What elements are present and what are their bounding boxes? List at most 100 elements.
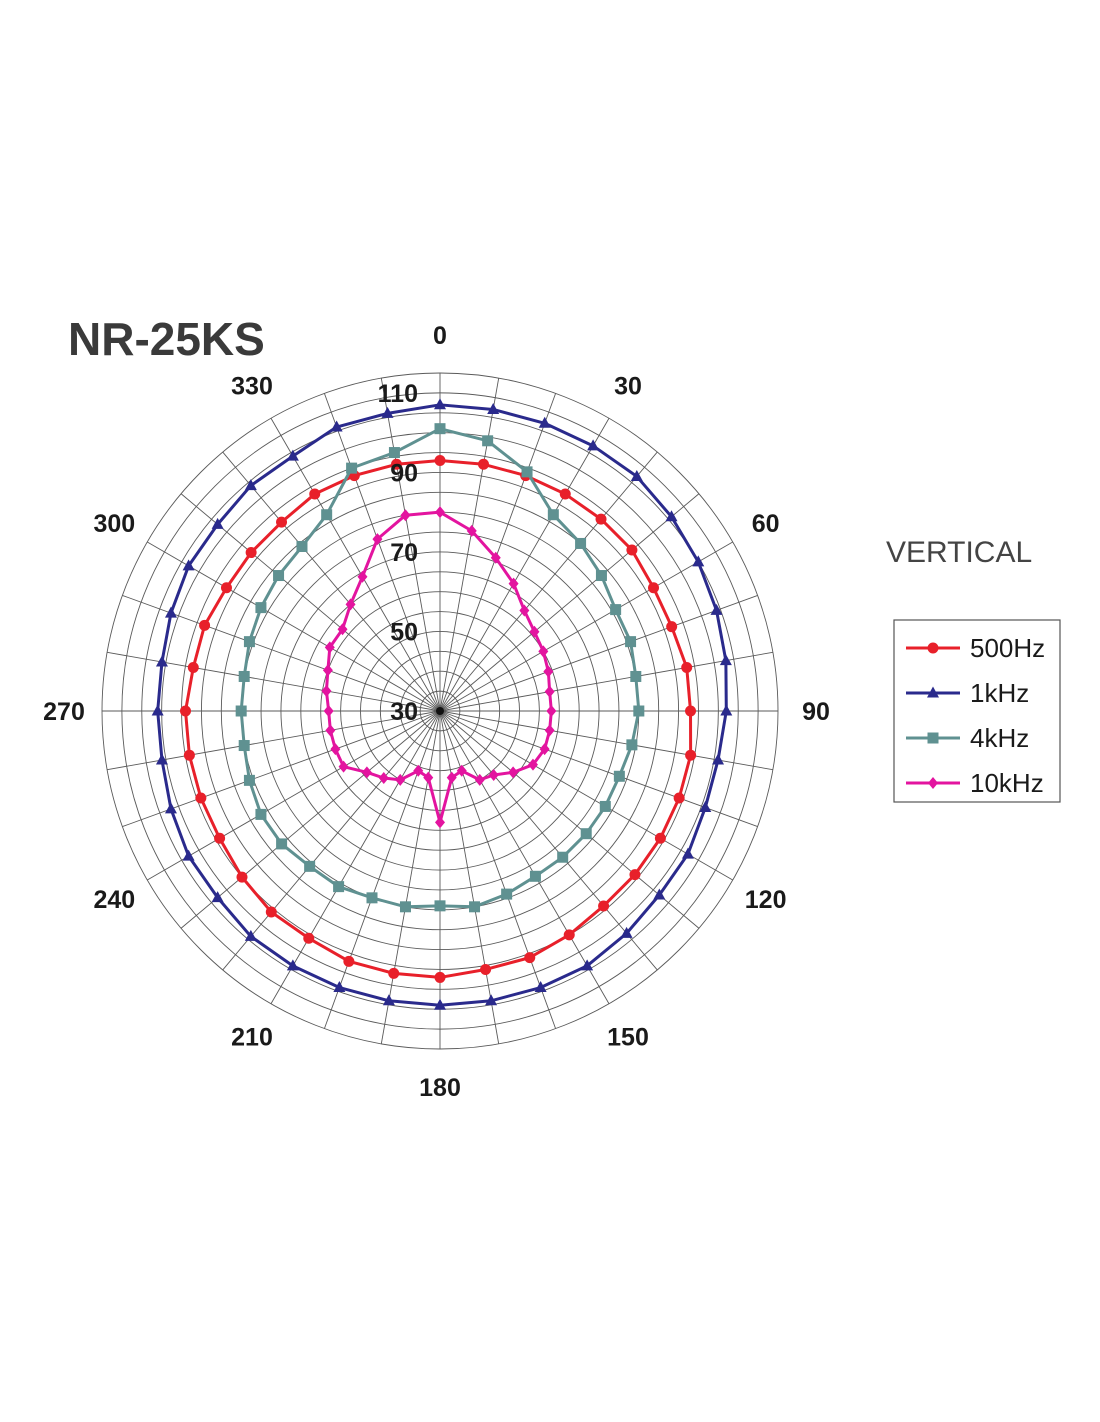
data-point xyxy=(182,559,195,571)
legend-marker xyxy=(927,642,939,654)
data-point xyxy=(434,971,446,983)
radial-tick-labels: 30 50 70 90 110 xyxy=(378,380,418,726)
data-point xyxy=(220,582,232,594)
grid-spoke xyxy=(439,451,658,712)
data-point xyxy=(423,771,434,784)
angle-tick-label: 210 xyxy=(231,1024,273,1052)
data-point xyxy=(361,766,372,779)
data-point xyxy=(501,888,513,900)
grid-spoke xyxy=(439,710,557,1029)
center-point xyxy=(436,707,444,715)
data-point xyxy=(235,705,247,717)
data-point xyxy=(544,724,555,737)
data-point xyxy=(488,768,499,781)
data-point xyxy=(580,828,592,840)
series-4kHz xyxy=(235,423,645,913)
data-point xyxy=(155,753,168,765)
data-point xyxy=(273,570,285,582)
data-point xyxy=(321,509,333,521)
data-point xyxy=(357,570,368,583)
data-point xyxy=(238,670,250,682)
data-point xyxy=(519,604,530,617)
data-point xyxy=(681,847,694,859)
data-point xyxy=(276,516,288,528)
legend-label: 4kHz xyxy=(970,723,1029,753)
data-point xyxy=(195,792,207,804)
data-point xyxy=(245,547,257,559)
data-point xyxy=(527,758,538,771)
data-point xyxy=(599,800,611,812)
grid-spoke xyxy=(222,451,441,712)
grid-spoke xyxy=(439,378,500,712)
data-point xyxy=(710,603,723,615)
data-point xyxy=(630,469,643,481)
data-point xyxy=(529,625,540,638)
data-point xyxy=(557,851,569,863)
data-point xyxy=(343,955,355,967)
grid-spoke xyxy=(147,541,441,712)
grid-spoke xyxy=(439,710,500,1044)
data-point xyxy=(587,439,600,451)
legend-marker xyxy=(928,777,938,789)
data-point xyxy=(673,792,685,804)
data-point xyxy=(487,402,500,414)
data-point xyxy=(400,509,411,522)
angle-tick-label: 150 xyxy=(607,1024,649,1052)
data-point xyxy=(346,462,358,474)
data-point xyxy=(630,670,642,682)
data-point xyxy=(712,753,725,765)
grid-spoke xyxy=(439,594,758,712)
data-point xyxy=(534,981,547,993)
data-point xyxy=(610,604,622,616)
data-point xyxy=(324,641,335,654)
data-point xyxy=(508,766,519,779)
data-point xyxy=(435,506,445,519)
data-point xyxy=(538,645,549,658)
data-point xyxy=(337,623,348,636)
data-point xyxy=(474,773,485,786)
angle-tick-label: 60 xyxy=(752,510,780,538)
grid-spoke xyxy=(323,710,441,1029)
legend-marker xyxy=(927,732,939,744)
data-point xyxy=(720,704,733,716)
data-point xyxy=(469,901,481,913)
data-point xyxy=(524,952,536,964)
angle-tick-label: 330 xyxy=(231,372,273,400)
data-point xyxy=(211,891,224,903)
data-point xyxy=(164,606,177,618)
grid-spoke xyxy=(270,710,441,1004)
data-point xyxy=(699,801,712,813)
data-point xyxy=(333,981,346,993)
data-point xyxy=(581,959,594,971)
data-point xyxy=(395,773,406,786)
legend-box xyxy=(893,619,1061,803)
data-point xyxy=(434,398,446,410)
data-point xyxy=(155,655,168,667)
data-point xyxy=(183,749,195,761)
data-point xyxy=(378,772,389,785)
data-point xyxy=(633,705,645,717)
grid-spoke xyxy=(380,378,441,712)
grid-spoke xyxy=(439,710,700,929)
grid-spoke xyxy=(180,493,441,712)
data-point xyxy=(613,770,625,782)
data-point xyxy=(255,602,267,614)
legend-item: 500Hz xyxy=(906,633,1045,663)
data-point xyxy=(372,533,383,546)
data-point xyxy=(323,705,334,717)
radial-tick-label: 110 xyxy=(378,380,418,408)
chart-subtitle: VERTICAL xyxy=(886,536,1032,569)
legend-label: 10kHz xyxy=(970,768,1044,798)
data-point xyxy=(575,537,587,549)
series-layer xyxy=(151,398,733,1010)
data-point xyxy=(654,832,666,844)
angle-tick-label: 90 xyxy=(802,698,830,726)
angle-tick-label: 120 xyxy=(745,886,787,914)
legend-label: 1kHz xyxy=(970,678,1029,708)
data-point xyxy=(304,860,316,872)
data-point xyxy=(164,802,177,814)
legend-marker xyxy=(927,686,939,698)
data-point xyxy=(547,509,559,521)
data-point xyxy=(626,544,638,556)
data-point xyxy=(244,929,257,941)
